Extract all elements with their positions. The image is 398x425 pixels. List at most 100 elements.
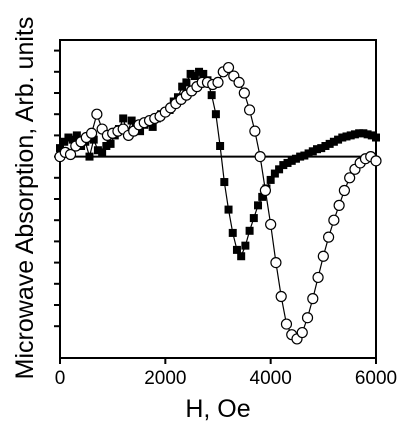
square-point <box>321 142 330 150</box>
square-point <box>199 69 208 78</box>
circle-point <box>212 76 224 89</box>
square-point <box>228 228 237 237</box>
square-point <box>136 127 145 136</box>
x-tick-labels: 0 2000 4000 6000 <box>55 368 397 389</box>
square-point <box>342 132 351 141</box>
square-point <box>60 137 69 146</box>
square-point <box>119 114 128 123</box>
square-point <box>106 139 115 148</box>
square-point <box>148 122 157 131</box>
square-point <box>245 226 254 235</box>
square-point <box>211 110 220 119</box>
square-point <box>270 169 279 178</box>
square-point <box>338 133 347 142</box>
y-axis-label: Microwave Absorption, Arb. units <box>11 17 39 380</box>
circle-point <box>280 318 293 330</box>
x-axis-label: H, Oe <box>185 395 250 423</box>
square-point <box>279 161 288 170</box>
series-1 <box>54 61 382 345</box>
square-point <box>98 148 107 157</box>
square-point <box>232 245 241 254</box>
circle-point <box>312 271 324 284</box>
series-0-line <box>59 71 377 258</box>
x-tick-label-1: 2000 <box>144 368 186 389</box>
circle-point <box>233 76 245 89</box>
square-point <box>237 252 246 261</box>
square-point <box>359 129 368 138</box>
square-point <box>89 135 98 144</box>
square-point <box>372 133 380 142</box>
circle-point <box>238 87 250 99</box>
square-point <box>308 147 317 156</box>
square-point <box>182 78 191 87</box>
square-point <box>258 192 267 201</box>
circle-point <box>265 218 277 231</box>
square-point <box>195 67 204 76</box>
square-point <box>300 151 309 160</box>
square-point <box>254 201 263 210</box>
square-point <box>249 214 258 223</box>
square-point <box>283 158 292 167</box>
series-0 <box>56 67 380 261</box>
square-point <box>275 165 284 174</box>
circle-point <box>270 257 282 269</box>
square-point <box>178 82 187 91</box>
circle-point <box>254 151 266 163</box>
square-point <box>325 139 334 148</box>
square-point <box>355 129 364 138</box>
square-point <box>224 205 233 214</box>
square-point <box>367 131 376 140</box>
square-point <box>64 133 73 142</box>
x-tick-label-2: 4000 <box>250 368 292 389</box>
circle-point <box>85 127 98 139</box>
x-tick-label-0: 0 <box>55 368 66 389</box>
axis-ticks <box>54 49 377 364</box>
circle-point <box>249 125 261 137</box>
series-1-line <box>59 66 377 340</box>
square-point <box>190 72 199 81</box>
data-series <box>54 61 382 345</box>
circle-point <box>323 231 335 243</box>
square-point <box>207 91 216 100</box>
square-point <box>313 145 322 154</box>
circle-point <box>307 293 319 305</box>
square-point <box>266 175 275 184</box>
circle-point <box>244 104 256 116</box>
circle-point <box>370 155 382 167</box>
square-point <box>68 135 77 144</box>
circle-point <box>344 172 356 184</box>
x-tick-label-3: 6000 <box>355 368 397 389</box>
circle-point <box>259 184 271 197</box>
square-point <box>346 131 355 140</box>
square-point <box>220 178 229 187</box>
circle-point <box>328 214 340 226</box>
square-point <box>241 241 250 250</box>
square-point <box>363 130 372 139</box>
square-point <box>85 152 94 161</box>
square-point <box>102 142 111 150</box>
square-point <box>93 146 102 155</box>
square-point <box>127 116 136 125</box>
square-point <box>216 142 225 150</box>
circle-point <box>296 326 308 339</box>
circle-point <box>317 250 329 262</box>
square-point <box>72 131 81 140</box>
square-point <box>186 69 195 78</box>
square-point <box>329 137 338 146</box>
square-point <box>304 149 313 158</box>
circle-point <box>338 184 350 197</box>
circle-point <box>275 290 287 303</box>
square-point <box>296 152 305 161</box>
circle-point <box>222 61 235 74</box>
circle-point <box>301 312 314 324</box>
circle-point <box>64 148 77 161</box>
square-point <box>291 154 300 163</box>
circle-point <box>91 108 103 120</box>
square-point <box>287 156 296 165</box>
square-point <box>350 130 359 139</box>
square-point <box>334 135 343 144</box>
square-point <box>317 144 326 153</box>
circle-point <box>333 199 345 211</box>
square-point <box>56 144 64 153</box>
